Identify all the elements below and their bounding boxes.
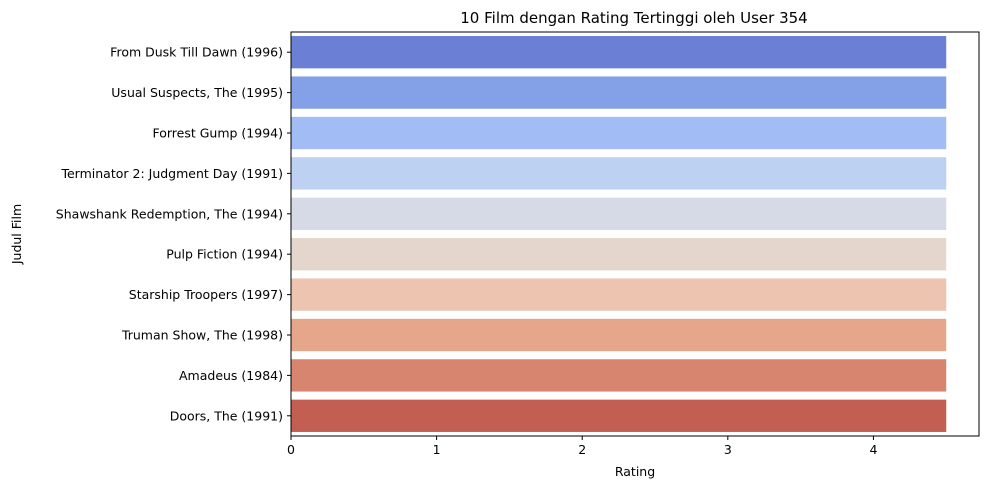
bar (291, 157, 947, 190)
y-tick-label: Shawshank Redemption, The (1994) (56, 206, 283, 221)
x-tick-label: 0 (287, 442, 295, 457)
y-tick-labels: From Dusk Till Dawn (1996) Usual Suspects… (56, 45, 291, 423)
x-tick-label: 3 (724, 442, 732, 457)
x-tick-label: 4 (869, 442, 877, 457)
bar (291, 36, 947, 69)
y-tick-label: Starship Troopers (1997) (129, 287, 283, 302)
y-tick-label: From Dusk Till Dawn (1996) (110, 45, 283, 60)
bar (291, 116, 947, 150)
y-tick-label: Doors, The (1991) (170, 408, 283, 423)
x-tick-label: 2 (578, 442, 586, 457)
bars-group (291, 36, 947, 432)
y-tick-label: Amadeus (1984) (179, 368, 283, 383)
bar (291, 278, 947, 311)
bar (291, 318, 947, 352)
x-axis-label: Rating (615, 464, 655, 479)
y-tick-label: Pulp Fiction (1994) (166, 247, 283, 262)
y-tick-label: Truman Show, The (1998) (121, 328, 283, 343)
y-tick-label: Forrest Gump (1994) (152, 126, 283, 141)
x-tick-labels: 0 1 2 3 4 (287, 436, 877, 457)
y-tick-label: Terminator 2: Judgment Day (1991) (60, 166, 283, 181)
chart-title: 10 Film dengan Rating Tertinggi oleh Use… (460, 9, 807, 27)
bar (291, 238, 947, 271)
plot-frame (290, 31, 980, 437)
y-axis-label: Judul Film (9, 204, 24, 265)
bar (291, 76, 947, 109)
x-tick-label: 1 (433, 442, 441, 457)
y-tick-label: Usual Suspects, The (1995) (111, 85, 283, 100)
bar (291, 359, 947, 392)
bar (291, 399, 947, 432)
bar (291, 197, 947, 230)
